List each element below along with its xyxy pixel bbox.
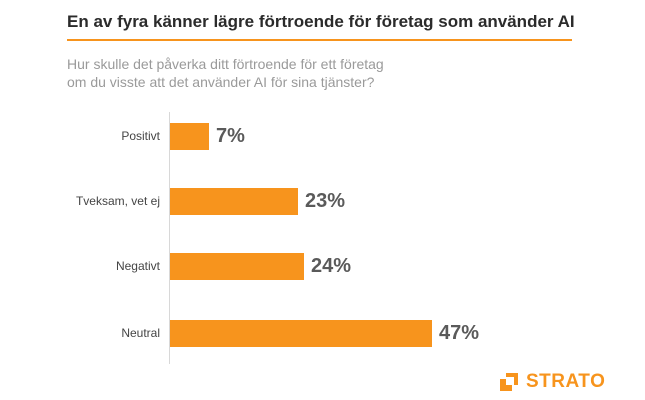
bar bbox=[170, 123, 209, 150]
bar bbox=[170, 253, 304, 280]
subtitle-line-2: om du visste att det använder AI för sin… bbox=[67, 74, 375, 90]
value-label: 24% bbox=[311, 255, 352, 277]
strato-logo-text: STRATO bbox=[526, 371, 606, 392]
category-label: Negativt bbox=[115, 259, 160, 273]
strato-logo-icon bbox=[500, 373, 518, 391]
value-label: 7% bbox=[216, 125, 245, 147]
category-label: Neutral bbox=[121, 326, 160, 340]
category-label: Tveksam, vet ej bbox=[75, 194, 160, 208]
strato-logo: STRATO bbox=[498, 368, 605, 396]
chart-subtitle: Hur skulle det påverka ditt förtroende f… bbox=[67, 55, 487, 91]
category-axis-line bbox=[169, 112, 170, 364]
chart-title: En av fyra känner lägre förtroende för f… bbox=[67, 12, 575, 31]
subtitle-line-1: Hur skulle det påverka ditt förtroende f… bbox=[67, 56, 384, 72]
bar bbox=[170, 320, 432, 347]
bar bbox=[170, 188, 298, 215]
value-label: 47% bbox=[439, 322, 480, 344]
title-underline bbox=[67, 39, 572, 41]
category-label: Positivt bbox=[121, 129, 160, 143]
value-label: 23% bbox=[305, 190, 346, 212]
